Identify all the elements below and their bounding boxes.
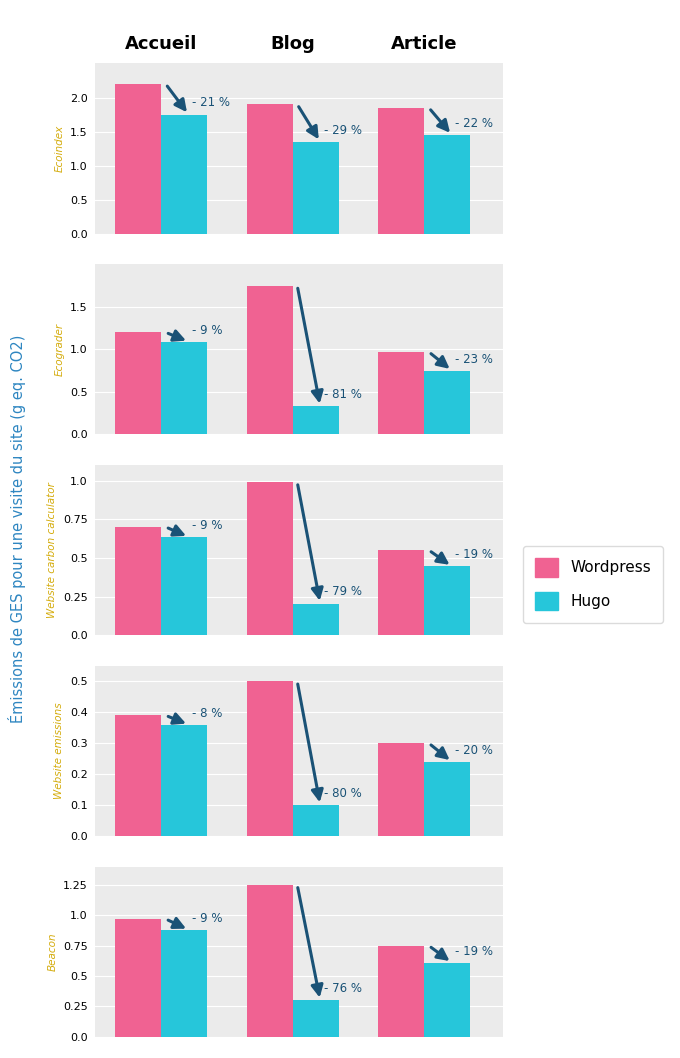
Bar <box>424 370 471 435</box>
Text: - 9 %: - 9 % <box>192 324 222 336</box>
Text: Accueil: Accueil <box>125 35 197 53</box>
Text: Blog: Blog <box>270 35 315 53</box>
Bar <box>378 550 424 635</box>
Text: - 21 %: - 21 % <box>192 96 230 109</box>
Text: - 76 %: - 76 % <box>324 982 362 996</box>
Bar <box>161 930 207 1037</box>
Bar <box>378 946 424 1037</box>
Text: - 9 %: - 9 % <box>192 518 222 532</box>
Bar <box>247 884 292 1037</box>
Text: Article: Article <box>391 35 458 53</box>
Text: - 9 %: - 9 % <box>192 912 222 925</box>
Text: - 19 %: - 19 % <box>455 548 493 562</box>
Text: - 8 %: - 8 % <box>192 707 222 719</box>
Bar <box>292 142 339 234</box>
Y-axis label: Ecograder: Ecograder <box>54 323 65 376</box>
Text: - 20 %: - 20 % <box>455 744 493 756</box>
Bar <box>247 105 292 234</box>
Text: - 22 %: - 22 % <box>455 116 493 130</box>
Text: - 80 %: - 80 % <box>324 787 361 800</box>
Bar <box>292 805 339 836</box>
Bar <box>292 603 339 635</box>
Text: Émissions de GES pour une visite du site (g eq. CO2): Émissions de GES pour une visite du site… <box>8 334 26 724</box>
Bar <box>424 566 471 635</box>
Bar <box>378 108 424 234</box>
Bar <box>161 725 207 836</box>
Text: - 19 %: - 19 % <box>455 945 493 957</box>
Bar <box>247 286 292 435</box>
Bar <box>292 406 339 435</box>
Bar <box>115 919 161 1037</box>
Text: - 81 %: - 81 % <box>324 388 362 401</box>
Y-axis label: Beacon: Beacon <box>47 932 57 971</box>
Bar <box>424 762 471 836</box>
Bar <box>292 1001 339 1037</box>
Bar <box>161 537 207 635</box>
Bar <box>424 135 471 234</box>
Bar <box>115 715 161 836</box>
Bar <box>378 743 424 836</box>
Bar <box>115 527 161 635</box>
Bar <box>247 681 292 836</box>
Bar <box>115 332 161 435</box>
Bar <box>161 114 207 234</box>
Text: - 23 %: - 23 % <box>455 352 493 365</box>
Bar <box>378 352 424 435</box>
Bar <box>161 342 207 435</box>
Bar <box>115 84 161 234</box>
Y-axis label: Website emissions: Website emissions <box>54 703 64 799</box>
Bar <box>424 963 471 1037</box>
Y-axis label: Website carbon calculator: Website carbon calculator <box>47 482 57 618</box>
Y-axis label: Ecoindex: Ecoindex <box>54 125 64 172</box>
Text: - 79 %: - 79 % <box>324 585 362 599</box>
Legend: Wordpress, Hugo: Wordpress, Hugo <box>523 546 664 623</box>
Bar <box>247 482 292 635</box>
Text: - 29 %: - 29 % <box>324 124 362 136</box>
